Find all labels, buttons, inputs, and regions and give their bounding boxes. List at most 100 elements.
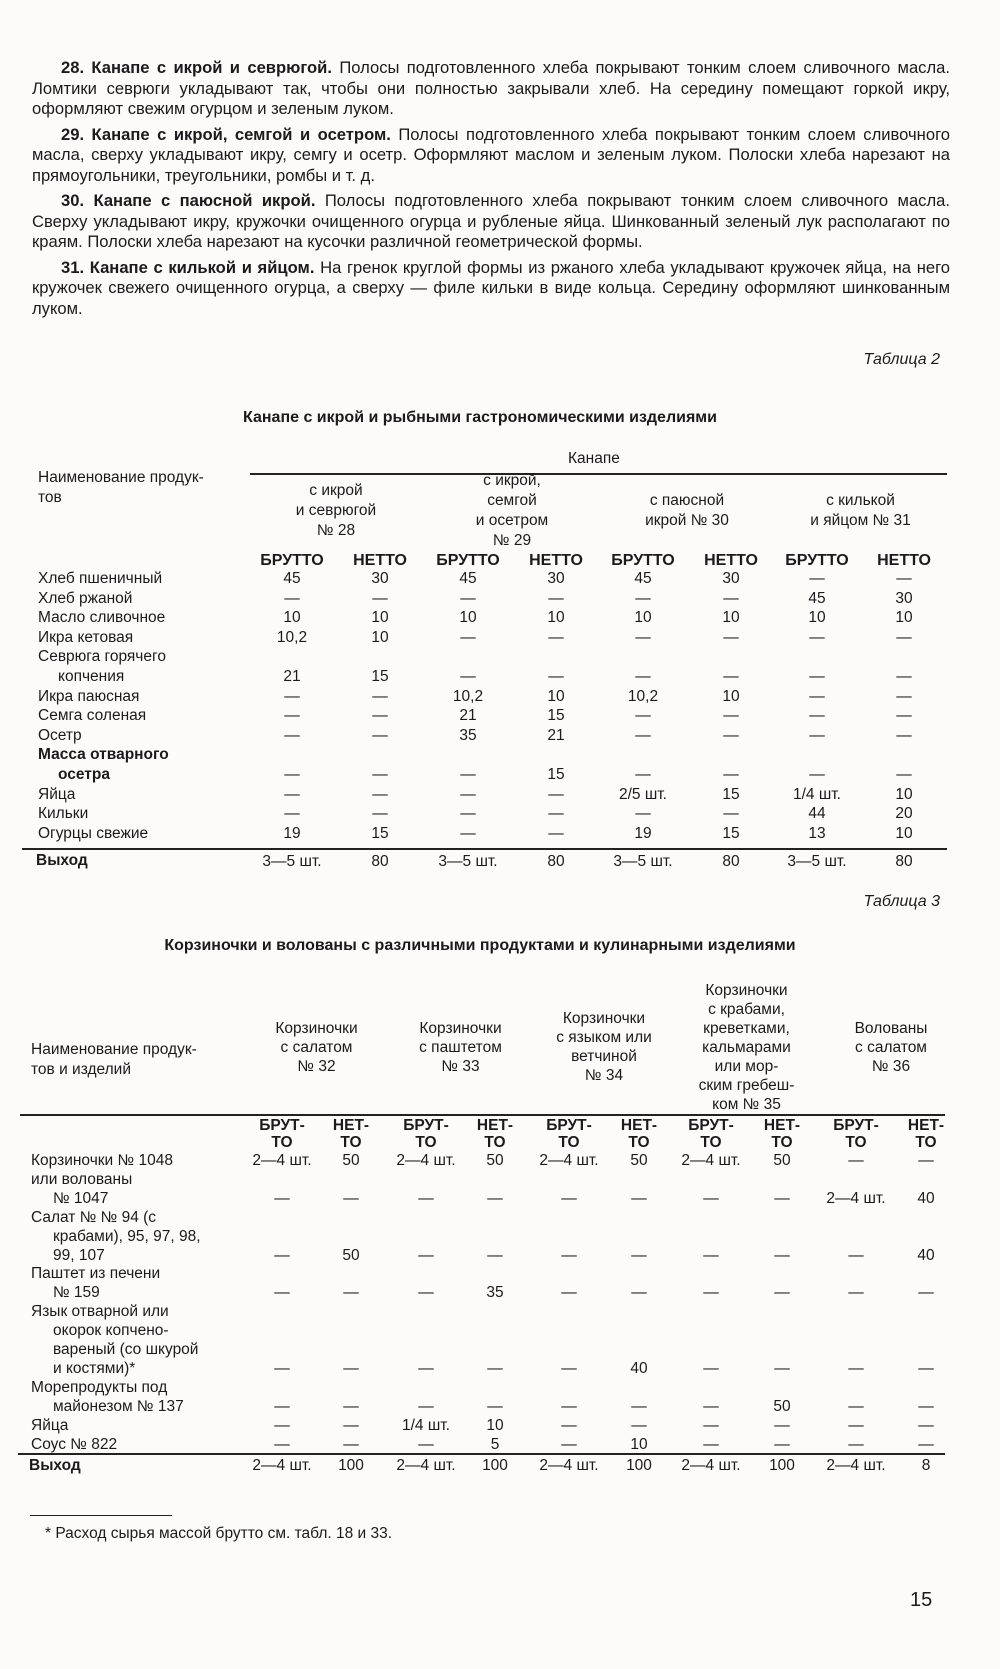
column-header: с килькой и яйцом № 31 <box>810 492 911 529</box>
recipe-body: Полосы подготовленного хлеба покрывают т… <box>32 58 950 118</box>
subheader-brutto: БРУТТО <box>260 552 324 569</box>
table-cell: — <box>631 1246 647 1264</box>
row-label: Язык отварной или <box>31 1303 169 1321</box>
row-label: Паштет из печени <box>31 1265 161 1283</box>
table-cell: — <box>460 766 476 783</box>
table-cell: 5 <box>490 1435 500 1453</box>
table-cell: — <box>848 1416 864 1434</box>
table-cell: — <box>896 668 912 685</box>
table-cell: — <box>548 668 564 685</box>
table-cell: 2—4 шт. <box>681 1152 741 1169</box>
table-cell: — <box>723 766 739 783</box>
table-cell: — <box>548 589 564 607</box>
subheader-brutto: БРУТТО <box>785 552 849 569</box>
recipe-28: 28. Канапе с икрой и севрюгой. Полосы по… <box>32 58 950 120</box>
label-header: тов <box>38 489 62 506</box>
table-cell: 50 <box>630 1152 648 1169</box>
table-cell: — <box>561 1189 577 1207</box>
table-cell: 20 <box>895 805 913 823</box>
table-cell: — <box>723 668 739 685</box>
table-cell: — <box>635 589 651 607</box>
total-cell: 100 <box>338 1457 364 1474</box>
row-label: Семга соленая <box>38 707 147 725</box>
recipe-body: Полосы подготовленного хлеба покрывают т… <box>32 124 950 185</box>
table-cell: — <box>723 628 739 646</box>
table-cell: 30 <box>722 570 740 587</box>
subheader-brutto: ТО <box>415 1134 437 1151</box>
table-cell: 13 <box>808 824 826 842</box>
page-number: 15 <box>910 1589 933 1611</box>
table-cell: 10 <box>371 628 389 646</box>
table-cell: — <box>723 726 739 744</box>
table-cell: 50 <box>342 1246 360 1264</box>
table-cell: — <box>809 766 825 783</box>
table-cell: — <box>774 1246 790 1264</box>
table-cell: 15 <box>547 707 565 725</box>
table-cell: — <box>896 726 912 744</box>
total-label: Выход <box>29 1457 81 1474</box>
table-cell: — <box>918 1152 934 1169</box>
recipe-body: Полосы подготовленного хлеба покрывают т… <box>32 191 950 251</box>
table-cell: — <box>848 1152 864 1169</box>
table-cell: 21 <box>459 707 477 725</box>
row-label: Икра паюсная <box>38 687 140 705</box>
table-cell: 10 <box>547 609 565 627</box>
table-cell: — <box>774 1189 790 1207</box>
table-cell: — <box>896 687 912 705</box>
subheader-netto: НЕТ- <box>763 1117 801 1134</box>
recipe-title: 28. Канапе с икрой и севрюгой. <box>61 58 332 77</box>
table-cell: — <box>635 726 651 744</box>
row-label: крабами), 95, 97, 98, <box>53 1227 201 1245</box>
table-cell: 2—4 шт. <box>826 1189 886 1207</box>
table-cell: — <box>561 1416 577 1434</box>
subheader-brutto: БРУТ- <box>403 1117 449 1134</box>
subheader-brutto: ТО <box>558 1134 580 1151</box>
total-cell: 2—4 шт. <box>826 1457 886 1474</box>
table-cell: — <box>848 1246 864 1264</box>
table-cell: 1/4 шт. <box>402 1416 450 1434</box>
table-cell: — <box>284 707 300 725</box>
subheader-brutto: БРУТТО <box>436 552 500 569</box>
subheader-netto: ТО <box>484 1134 506 1151</box>
label-header: Наименование продук- <box>38 469 204 486</box>
table-cell: 10,2 <box>452 687 484 705</box>
table-cell: — <box>631 1284 647 1302</box>
table-cell: — <box>809 687 825 705</box>
table-cell: — <box>561 1435 577 1453</box>
table-cell: 30 <box>895 589 913 607</box>
total-cell: 3—5 шт. <box>613 853 673 870</box>
table-cell: — <box>635 707 651 725</box>
subheader-netto: ТО <box>628 1134 650 1151</box>
column-header: с икрой, семгой и осетром № 29 <box>475 472 549 549</box>
row-label: Кильки <box>38 805 89 823</box>
subheader-brutto: БРУТ- <box>833 1117 879 1134</box>
subheader-netto: НЕТ- <box>907 1117 945 1134</box>
total-cell: 80 <box>547 853 565 870</box>
table-cell: — <box>723 707 739 725</box>
table-cell: 10 <box>722 609 740 627</box>
table-cell: — <box>561 1246 577 1264</box>
total-cell: 80 <box>895 853 913 870</box>
table-cell: 35 <box>486 1284 504 1302</box>
footnote: * Расход сырья массой брутто см. табл. 1… <box>45 1525 393 1542</box>
total-cell: 100 <box>626 1457 652 1474</box>
table-cell: — <box>343 1284 359 1302</box>
table-cell: — <box>460 805 476 823</box>
row-label: Хлеб пшеничный <box>38 570 163 587</box>
table-cell: 40 <box>630 1359 648 1377</box>
subheader-netto: ТО <box>771 1134 793 1151</box>
table-cell: — <box>418 1246 434 1264</box>
table3-title: Корзиночки и волованы с различными проду… <box>164 937 796 954</box>
subheader-brutto: ТО <box>700 1134 722 1151</box>
table-cell: — <box>809 707 825 725</box>
table-cell: — <box>372 726 388 744</box>
table-cell: — <box>418 1359 434 1377</box>
row-label: 99, 107 <box>53 1246 105 1264</box>
table-cell: 10 <box>895 824 913 842</box>
table-cell: — <box>809 570 825 587</box>
table-cell: 10,2 <box>276 628 308 646</box>
total-cell: 2—4 шт. <box>539 1457 599 1474</box>
row-label: Яйца <box>31 1416 69 1434</box>
table-cell: — <box>635 766 651 783</box>
table-cell: 2—4 шт. <box>396 1152 456 1169</box>
